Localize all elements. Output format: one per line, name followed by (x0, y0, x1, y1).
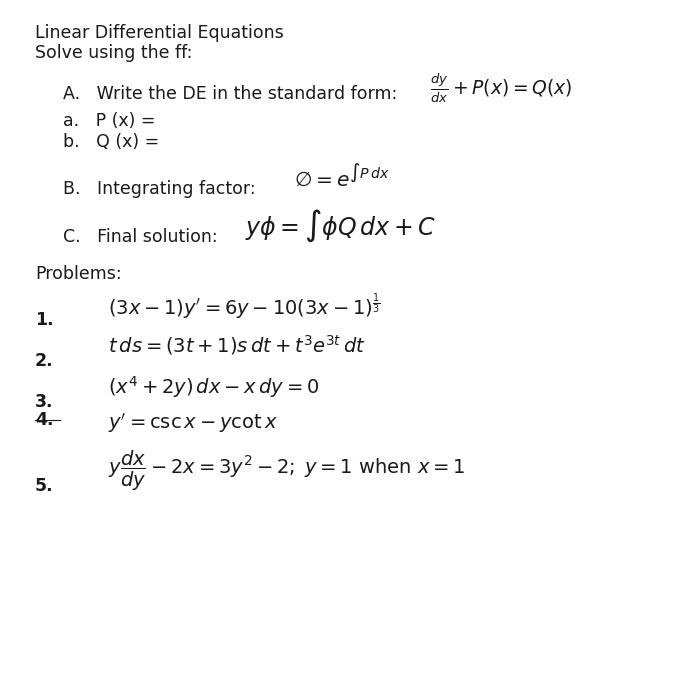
Text: $(3x - 1)y' = 6y - 10(3x - 1)^{\frac{1}{3}}$: $(3x - 1)y' = 6y - 10(3x - 1)^{\frac{1}{… (108, 291, 381, 322)
Text: $\frac{dy}{dx} + P(x) = Q(x)$: $\frac{dy}{dx} + P(x) = Q(x)$ (430, 71, 573, 105)
Text: a.   P (x) =: a. P (x) = (63, 112, 155, 130)
Text: Solve using the ff:: Solve using the ff: (35, 44, 193, 62)
Text: b.   Q (x) =: b. Q (x) = (63, 133, 160, 150)
Text: Problems:: Problems: (35, 265, 122, 283)
Text: $y' = \csc x - y\cot x$: $y' = \csc x - y\cot x$ (108, 411, 279, 435)
Text: $t\,ds = (3t + 1)s\,dt + t^3 e^{3t}\,dt$: $t\,ds = (3t + 1)s\,dt + t^3 e^{3t}\,dt$ (108, 333, 366, 357)
Text: Linear Differential Equations: Linear Differential Equations (35, 24, 284, 41)
Text: 5.: 5. (35, 477, 54, 495)
Text: $\varnothing = e^{\int P\,dx}$: $\varnothing = e^{\int P\,dx}$ (294, 163, 390, 190)
Text: $y\phi = \int \phi Q\,dx + C$: $y\phi = \int \phi Q\,dx + C$ (245, 207, 436, 243)
Text: B.   Integrating factor:: B. Integrating factor: (63, 180, 256, 198)
Text: C.   Final solution:: C. Final solution: (63, 228, 218, 245)
Text: 1.: 1. (35, 311, 54, 328)
Text: 2.: 2. (35, 352, 54, 370)
Text: 4.: 4. (35, 411, 53, 429)
Text: A.   Write the DE in the standard form:: A. Write the DE in the standard form: (63, 85, 398, 103)
Text: $y\dfrac{dx}{dy} - 2x = 3y^2 - 2;\; y = 1 \text{ when } x = 1$: $y\dfrac{dx}{dy} - 2x = 3y^2 - 2;\; y = … (108, 449, 466, 493)
Text: $(x^4 + 2y)\,dx - x\,dy = 0$: $(x^4 + 2y)\,dx - x\,dy = 0$ (108, 374, 320, 400)
Text: 3.: 3. (35, 393, 53, 411)
